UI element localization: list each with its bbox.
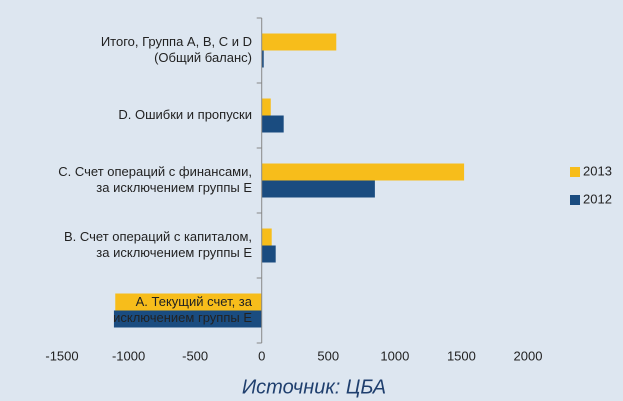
y-tick-label: D. Ошибки и пропуски — [118, 107, 252, 122]
bar — [115, 293, 262, 311]
x-tick-label: 2000 — [514, 348, 543, 363]
bar — [261, 180, 375, 198]
x-tick-label: -500 — [182, 348, 208, 363]
bar — [261, 98, 271, 116]
x-tick-label: 500 — [317, 348, 339, 363]
x-tick-label: 1000 — [380, 348, 409, 363]
x-tick-label: -1500 — [45, 348, 78, 363]
bar — [261, 245, 276, 263]
x-tick-label: 1500 — [447, 348, 476, 363]
legend-label: 2013 — [583, 163, 612, 178]
y-tick-label: за исключением группы E — [96, 245, 252, 260]
bar — [261, 50, 264, 68]
legend-swatch — [570, 167, 580, 177]
bar — [261, 163, 465, 181]
bar — [261, 33, 337, 51]
y-tick-label: C. Счет операций с финансами, — [58, 164, 252, 179]
x-tick-label: -1000 — [112, 348, 145, 363]
y-tick-label: (Общий баланс) — [154, 50, 252, 65]
x-tick-label: 0 — [258, 348, 265, 363]
bar — [113, 310, 262, 328]
source-note: Источник: ЦБА — [242, 376, 386, 398]
y-tick-label: B. Счет операций с капиталом, — [64, 229, 252, 244]
bar — [261, 228, 272, 246]
bar — [261, 115, 284, 133]
y-tick-label: A. Текущий счет, за — [136, 294, 253, 309]
legend-swatch — [570, 195, 580, 205]
y-tick-label: Итого, Группа A, B, C и D — [101, 34, 252, 49]
y-tick-label: исключением группы E — [113, 310, 252, 325]
legend-label: 2012 — [583, 191, 612, 206]
y-tick-label: за исключением группы E — [96, 180, 252, 195]
